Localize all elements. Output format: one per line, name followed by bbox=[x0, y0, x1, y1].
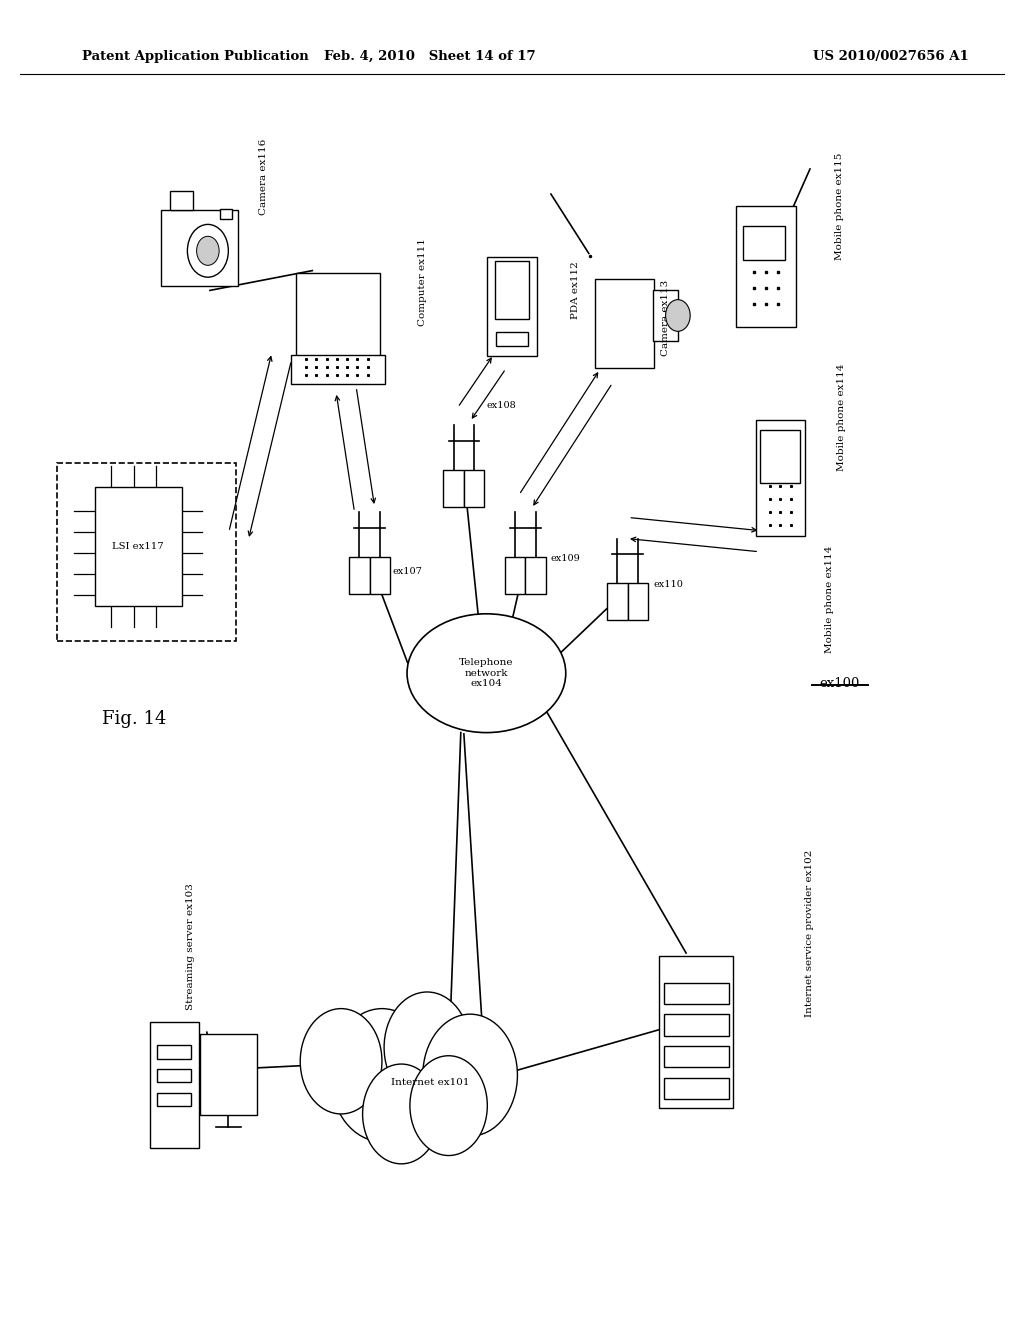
Text: Streaming server ex103: Streaming server ex103 bbox=[185, 883, 195, 1010]
FancyBboxPatch shape bbox=[496, 331, 528, 346]
Text: US 2010/0027656 A1: US 2010/0027656 A1 bbox=[813, 50, 969, 63]
Text: LSI ex117: LSI ex117 bbox=[113, 543, 164, 550]
Text: PDA ex112: PDA ex112 bbox=[571, 261, 580, 319]
FancyBboxPatch shape bbox=[157, 1069, 191, 1082]
FancyBboxPatch shape bbox=[495, 261, 529, 319]
FancyBboxPatch shape bbox=[150, 1022, 199, 1147]
FancyBboxPatch shape bbox=[736, 206, 796, 327]
FancyBboxPatch shape bbox=[595, 279, 654, 368]
FancyBboxPatch shape bbox=[628, 583, 648, 620]
Circle shape bbox=[300, 1008, 382, 1114]
FancyBboxPatch shape bbox=[653, 290, 679, 341]
FancyBboxPatch shape bbox=[370, 557, 390, 594]
Circle shape bbox=[197, 236, 219, 265]
Text: Camera ex113: Camera ex113 bbox=[662, 280, 670, 356]
Text: ex110: ex110 bbox=[653, 581, 683, 589]
Circle shape bbox=[423, 1014, 517, 1137]
FancyBboxPatch shape bbox=[464, 470, 484, 507]
FancyBboxPatch shape bbox=[607, 583, 628, 620]
FancyBboxPatch shape bbox=[760, 430, 801, 483]
Circle shape bbox=[410, 1056, 487, 1155]
Text: ex100: ex100 bbox=[819, 677, 860, 690]
FancyBboxPatch shape bbox=[162, 210, 238, 286]
Text: Telephone
network
ex104: Telephone network ex104 bbox=[459, 659, 514, 688]
FancyBboxPatch shape bbox=[157, 1093, 191, 1106]
FancyBboxPatch shape bbox=[56, 463, 236, 642]
FancyBboxPatch shape bbox=[94, 487, 182, 606]
FancyBboxPatch shape bbox=[291, 355, 385, 384]
FancyBboxPatch shape bbox=[170, 191, 193, 210]
FancyBboxPatch shape bbox=[664, 1014, 729, 1035]
FancyBboxPatch shape bbox=[525, 557, 546, 594]
Circle shape bbox=[331, 1008, 433, 1142]
FancyBboxPatch shape bbox=[157, 1045, 191, 1059]
FancyBboxPatch shape bbox=[756, 420, 805, 536]
Text: Mobile phone ex114: Mobile phone ex114 bbox=[838, 364, 846, 471]
Text: ex107: ex107 bbox=[392, 568, 422, 576]
FancyBboxPatch shape bbox=[349, 557, 370, 594]
Circle shape bbox=[362, 1064, 440, 1164]
Text: Mobile phone ex115: Mobile phone ex115 bbox=[836, 153, 844, 260]
Text: Feb. 4, 2010   Sheet 14 of 17: Feb. 4, 2010 Sheet 14 of 17 bbox=[325, 50, 536, 63]
FancyBboxPatch shape bbox=[201, 1034, 256, 1115]
FancyBboxPatch shape bbox=[664, 1045, 729, 1067]
FancyBboxPatch shape bbox=[487, 256, 537, 355]
Text: Computer ex111: Computer ex111 bbox=[419, 238, 427, 326]
Circle shape bbox=[666, 300, 690, 331]
Text: ex109: ex109 bbox=[551, 554, 581, 562]
FancyBboxPatch shape bbox=[742, 226, 785, 260]
Ellipse shape bbox=[407, 614, 565, 733]
Circle shape bbox=[187, 224, 228, 277]
FancyBboxPatch shape bbox=[296, 273, 380, 368]
Text: Fig. 14: Fig. 14 bbox=[102, 710, 167, 729]
FancyBboxPatch shape bbox=[659, 956, 733, 1109]
FancyBboxPatch shape bbox=[220, 209, 232, 219]
Text: Mobile phone ex114: Mobile phone ex114 bbox=[825, 546, 834, 653]
Text: ex108: ex108 bbox=[486, 401, 516, 409]
Text: Patent Application Publication: Patent Application Publication bbox=[82, 50, 308, 63]
FancyBboxPatch shape bbox=[443, 470, 464, 507]
Circle shape bbox=[384, 993, 470, 1104]
Text: Internet ex101: Internet ex101 bbox=[391, 1078, 469, 1086]
FancyBboxPatch shape bbox=[505, 557, 525, 594]
Text: Camera ex116: Camera ex116 bbox=[259, 139, 267, 215]
Text: Internet service provider ex102: Internet service provider ex102 bbox=[805, 850, 814, 1016]
FancyBboxPatch shape bbox=[664, 982, 729, 1003]
FancyBboxPatch shape bbox=[664, 1077, 729, 1098]
